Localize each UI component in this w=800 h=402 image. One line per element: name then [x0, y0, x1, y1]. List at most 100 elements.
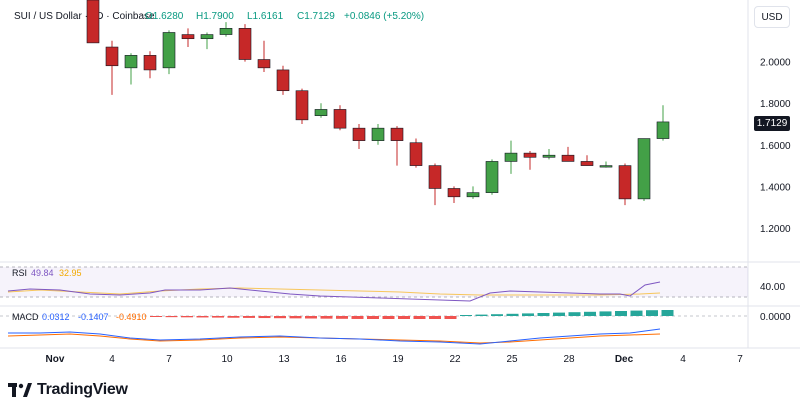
- candle-down: [295, 90, 309, 121]
- candle-down: [523, 152, 537, 158]
- candle-up: [314, 109, 328, 116]
- macd-hist-bar: [491, 314, 503, 316]
- macd-hist-bar: [568, 312, 581, 316]
- candle-down: [409, 142, 423, 166]
- ohlc-low: L1.6161: [247, 11, 284, 22]
- y-tick-label: 1.6000: [760, 141, 791, 152]
- macd-hist-bar: [615, 311, 627, 316]
- x-tick-label: Nov: [46, 354, 65, 365]
- currency-button[interactable]: USD: [754, 6, 790, 28]
- candle-up: [542, 154, 556, 158]
- macd-value: 0.0312: [42, 312, 70, 322]
- candle-up: [162, 32, 176, 69]
- candle-up: [200, 34, 214, 40]
- x-tick-label: 4: [109, 354, 115, 365]
- candle-down: [238, 28, 252, 60]
- candle-down: [352, 127, 366, 141]
- rsi-ma-value: 32.95: [59, 268, 82, 278]
- candle-up: [656, 121, 670, 139]
- x-tick-label: 10: [221, 354, 233, 365]
- macd-hist-bar: [537, 313, 550, 316]
- macd-hist-bar: [444, 316, 457, 319]
- macd-hist-bar: [289, 316, 302, 319]
- x-tick-label: 4: [680, 354, 686, 365]
- macd-hist-bar: [243, 316, 255, 318]
- x-tick-label: 25: [506, 354, 518, 365]
- macd-hist-bar: [196, 316, 209, 318]
- macd-hist-bar: [320, 316, 333, 319]
- macd-hist-bar: [584, 311, 596, 316]
- macd-signal-value: -0.1407: [78, 312, 109, 322]
- y-tick-label: 1.4000: [760, 182, 791, 193]
- y-tick-label: 2.0000: [760, 58, 791, 69]
- macd-hist-bar: [305, 316, 317, 319]
- x-tick-label: 28: [563, 354, 575, 365]
- ohlc-close: C1.7129: [297, 11, 335, 22]
- candle-up: [371, 127, 385, 141]
- x-tick-label: 16: [335, 354, 347, 365]
- x-tick-label: 22: [449, 354, 461, 365]
- macd-hist-bar: [258, 316, 271, 319]
- macd-hist-bar: [646, 310, 658, 316]
- candles-group: [86, 0, 670, 206]
- x-tick-label: Dec: [615, 354, 634, 365]
- macd-hist-bar: [227, 316, 240, 318]
- rsi-line: [7, 281, 661, 302]
- brand-name: TradingView: [37, 381, 128, 398]
- macd-hist-bar: [630, 310, 643, 316]
- candle-down: [257, 59, 271, 69]
- rsi-ma-line: [7, 287, 661, 296]
- macd-histogram: [150, 310, 674, 319]
- candle-up: [124, 55, 138, 69]
- tradingview-logo[interactable]: TradingView: [8, 380, 128, 400]
- candle-down: [333, 109, 347, 129]
- x-tick-label: 13: [278, 354, 290, 365]
- macd-hist-bar: [274, 316, 286, 319]
- rsi-band: [0, 267, 748, 297]
- macd-hist-bar: [460, 315, 472, 316]
- y-tick-label: 1.8000: [760, 99, 791, 110]
- macd-label: MACD: [12, 312, 39, 322]
- rsi-label: RSI: [12, 268, 27, 278]
- last-price-tag: 1.7129: [754, 116, 790, 131]
- y-tick-label: 1.2000: [760, 224, 791, 235]
- x-axis-ticks: Nov 4 7 10 13 16 19 22 25 28 Dec 4 7: [46, 354, 744, 365]
- candle-up: [599, 165, 613, 168]
- candle-up: [466, 192, 480, 198]
- macd-hist-bar: [429, 316, 441, 319]
- macd-hist-bar: [522, 313, 534, 316]
- macd-hist-bar: [165, 316, 178, 318]
- macd-line: [8, 328, 661, 345]
- macd-hist-bar: [150, 316, 162, 317]
- tradingview-logo-icon: [8, 383, 32, 397]
- x-tick-label: 7: [737, 354, 743, 365]
- macd-hist-bar: [382, 316, 395, 319]
- macd-hist-bar: [181, 316, 193, 318]
- x-tick-label: 7: [166, 354, 172, 365]
- candle-down: [86, 0, 100, 44]
- macd-hist-bar: [553, 312, 565, 316]
- symbol-title: SUI / US Dollar · 1D · Coinbase: [14, 11, 155, 22]
- macd-hist-bar: [475, 314, 488, 316]
- macd-hist-bar: [351, 316, 364, 319]
- macd-hist-value: -0.4910: [116, 312, 147, 322]
- rsi-value: 49.84: [31, 268, 54, 278]
- macd-hist-bar: [661, 310, 674, 316]
- macd-hist-bar: [413, 316, 426, 319]
- candle-down: [580, 161, 594, 166]
- candle-up: [637, 138, 651, 200]
- ohlc-open: O1.6280: [145, 11, 184, 22]
- candle-up: [504, 152, 518, 162]
- candle-down: [390, 127, 404, 141]
- macd-hist-bar: [336, 316, 348, 319]
- macd-hist-bar: [398, 316, 410, 319]
- x-tick-label: 19: [392, 354, 404, 365]
- candle-down: [428, 165, 442, 189]
- ohlc-high: H1.7900: [196, 11, 234, 22]
- candle-down: [105, 46, 119, 67]
- macd-hist-bar: [599, 311, 612, 316]
- candle-up: [485, 161, 499, 193]
- candle-up: [219, 28, 233, 35]
- candle-down: [143, 55, 157, 71]
